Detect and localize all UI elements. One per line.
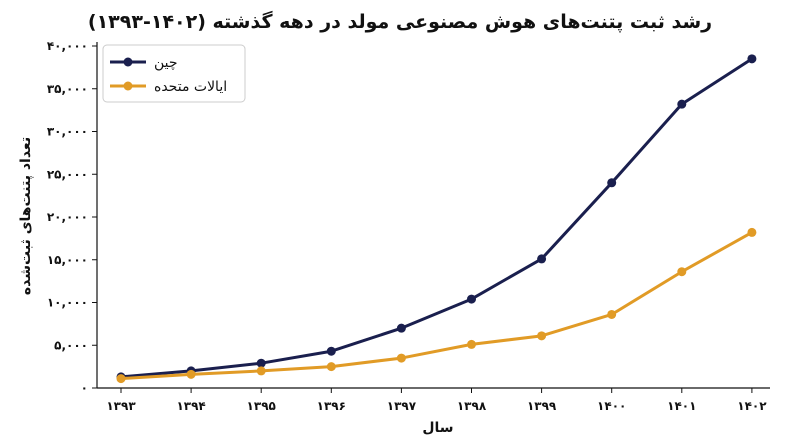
series-line [120, 57, 753, 379]
axes: ۰ ۵,۰۰۰ ۱۰,۰۰۰ ۱۵,۰۰۰ ۲۰,۰۰۰ ۲۵,۰۰۰ ۳۰,۰۰۰ ۳۵,۰… [47, 39, 770, 413]
data-point [326, 362, 336, 372]
legend: چین ایالات متحده [102, 44, 246, 103]
x-tick-label: ۱۳۹۵ [247, 399, 276, 413]
y-axis-label: تعداد پتنت‌های ثبت‌شده [18, 137, 34, 295]
legend-label: چین [154, 55, 178, 71]
x-axis-label: سال [422, 420, 453, 436]
x-tick-label: ۱۳۹۴ [176, 399, 205, 413]
x-tick-label: ۱۳۹۶ [317, 399, 346, 413]
data-point [747, 227, 757, 237]
series-1 [116, 54, 757, 382]
data-point [116, 374, 126, 384]
x-tick-label: ۱۳۹۹ [527, 399, 557, 413]
data-point [396, 323, 406, 333]
series-layer [116, 54, 757, 384]
data-point [607, 309, 617, 319]
x-tick-label: ۱۳۹۷ [387, 399, 417, 413]
x-tick-label: ۱۴۰۲ [737, 399, 767, 413]
legend-swatch-marker [123, 57, 133, 67]
data-point [467, 294, 476, 304]
chart-title: رشد ثبت پتنت‌های هوش مصنوعی مولد در دهه … [88, 10, 712, 33]
legend-swatch-marker [123, 81, 133, 91]
y-tick-label: ۳۵,۰۰۰ [47, 82, 88, 96]
x-tick-label: ۱۴۰۱ [667, 399, 696, 413]
data-point [396, 353, 406, 363]
legend-box [102, 44, 246, 103]
data-point [607, 178, 617, 188]
y-tick-label: ۲۵,۰۰۰ [47, 167, 88, 181]
legend-label: ایالات متحده [154, 79, 227, 95]
y-tick-label: ۱۰,۰۰۰ [47, 296, 88, 310]
x-tick-label: ۱۴۰۰ [597, 399, 626, 413]
series-line [120, 231, 753, 381]
y-tick-label: ۳۰,۰۰۰ [47, 125, 88, 139]
y-tick-label: ۰ [81, 381, 88, 395]
x-tick-label: ۱۳۹۳ [106, 399, 136, 413]
y-tick-label: ۱۵,۰۰۰ [47, 253, 88, 267]
x-tick-label: ۱۳۹۸ [457, 399, 487, 413]
data-point [326, 346, 336, 356]
y-tick-label: ۵,۰۰۰ [54, 338, 88, 352]
y-tick-label: ۲۰,۰۰۰ [47, 210, 88, 224]
data-point [467, 339, 476, 349]
data-point [537, 254, 547, 264]
data-point [256, 366, 266, 376]
series-2 [116, 227, 757, 384]
data-point [747, 54, 757, 64]
data-point [677, 267, 687, 277]
y-tick-label: ۴۰,۰۰۰ [47, 39, 88, 53]
data-point [537, 331, 547, 341]
data-point [186, 369, 196, 379]
data-point [677, 99, 687, 109]
data-point [256, 358, 266, 368]
